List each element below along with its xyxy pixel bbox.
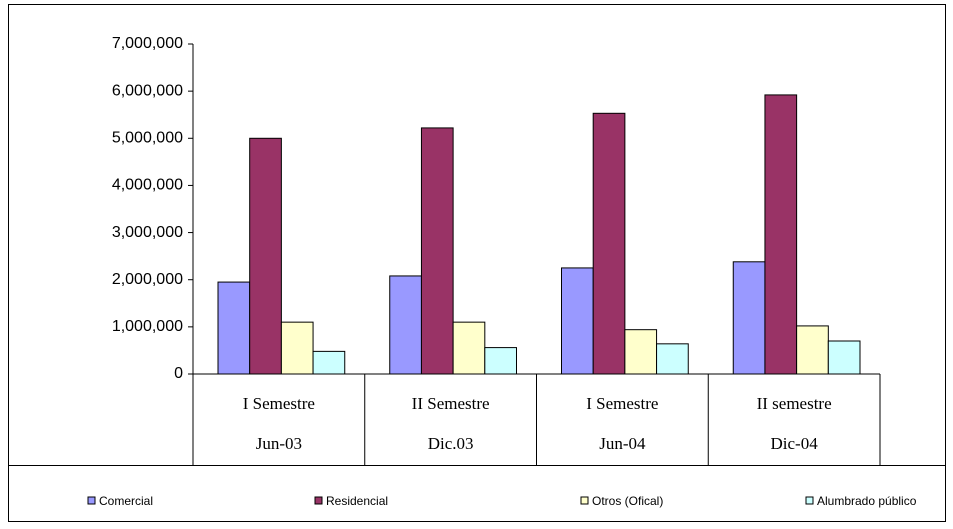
legend-marker [580,496,589,505]
x-tick-label: II Semestre [412,394,490,413]
y-tick-label: 5,000,000 [112,130,183,147]
y-tick-label: 1,000,000 [112,318,183,335]
bar [624,329,658,375]
bar [312,350,346,375]
bar [389,275,422,375]
bar [796,325,829,375]
legend-label: Residencial [326,494,388,508]
bar [452,321,486,375]
y-tick-label: 2,000,000 [112,271,183,288]
bar [764,94,798,375]
bar [420,127,454,375]
legend-marker [87,496,96,505]
y-tick-label: 4,000,000 [112,177,183,194]
y-tick-label: 6,000,000 [112,82,183,99]
y-tick-label: 3,000,000 [112,224,183,241]
y-tick-label: 7,000,000 [112,35,183,52]
x-tick-label: Dic-04 [771,434,819,453]
bar [217,281,251,375]
bar [732,261,766,375]
bar [592,112,626,375]
bar [561,267,594,375]
x-tick-label: Dic.03 [428,434,474,453]
legend-marker [805,496,814,505]
x-tick-label: I Semestre [586,394,658,413]
bar [484,347,517,375]
legend-marker [314,496,323,505]
y-tick-label: 0 [174,365,183,382]
x-tick-label: Jun-04 [599,434,646,453]
bar [249,137,282,375]
legend-label: Otros (Ofical) [592,494,663,508]
bar [827,340,861,375]
legend-label: Comercial [99,494,153,508]
x-tick-label: I Semestre [243,394,315,413]
bar [656,343,689,375]
legend-label: Alumbrado público [817,494,917,508]
x-tick-label: II semestre [757,394,832,413]
bar [280,321,314,375]
x-tick-label: Jun-03 [256,434,302,453]
